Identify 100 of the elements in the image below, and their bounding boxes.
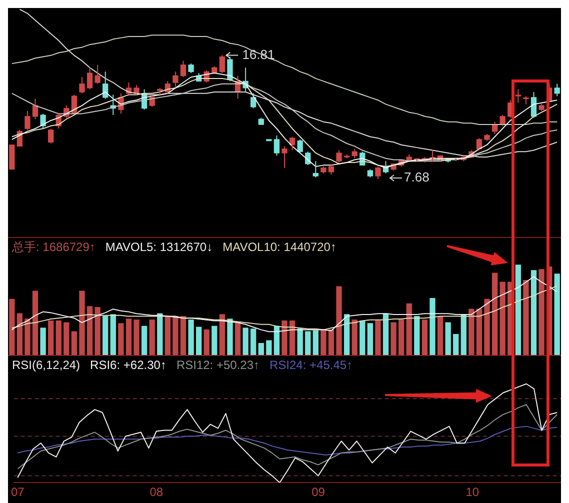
bar	[289, 320, 296, 355]
bar	[274, 326, 280, 355]
bar	[9, 298, 15, 355]
annotation: 7.68	[404, 170, 430, 185]
bar	[110, 314, 116, 355]
bar	[352, 320, 358, 355]
bar	[476, 308, 482, 355]
x-tick-label: 09	[312, 485, 326, 500]
bar	[79, 290, 85, 355]
bar	[227, 318, 233, 355]
bar	[157, 313, 163, 355]
x-tick-label: 07	[10, 485, 25, 500]
bar	[523, 280, 529, 355]
candlestick	[274, 134, 280, 156]
candlestick	[312, 160, 318, 178]
text: RSI24: +45.45↑	[270, 358, 353, 372]
bar	[56, 320, 62, 355]
candlestick	[336, 150, 342, 163]
x-tick-label: 10	[466, 485, 480, 500]
bar	[515, 264, 521, 355]
candlestick	[484, 134, 490, 142]
candlestick	[367, 168, 374, 178]
bar	[328, 329, 334, 355]
candlestick	[328, 163, 334, 176]
bar	[219, 314, 226, 355]
bar	[48, 320, 54, 355]
candlestick	[24, 110, 30, 130]
bar	[71, 331, 78, 355]
bar	[134, 320, 140, 355]
chart-title: RSI(6,12,24)	[12, 358, 80, 372]
candlestick	[476, 138, 482, 151]
bar	[320, 329, 326, 355]
bar	[32, 290, 38, 355]
bar	[468, 308, 474, 355]
bar	[398, 320, 404, 355]
bar	[445, 322, 451, 355]
bar	[282, 320, 288, 355]
bar	[305, 331, 311, 355]
candlestick	[297, 138, 303, 154]
bar	[16, 313, 23, 355]
candlestick	[219, 54, 226, 74]
bar	[24, 318, 30, 355]
x-tick-label: 08	[150, 485, 164, 500]
bar	[460, 314, 466, 355]
bar	[312, 330, 318, 355]
bar	[266, 340, 272, 355]
bar	[336, 286, 342, 355]
text: RSI6: +62.30↑	[90, 358, 166, 372]
candlestick	[554, 83, 560, 97]
candlestick	[172, 71, 178, 88]
text: MAVOL5: 1312670↓	[105, 240, 213, 254]
bar	[102, 316, 108, 355]
candlestick	[375, 166, 381, 180]
bar	[554, 274, 560, 355]
candlestick	[188, 63, 194, 74]
bar	[86, 306, 93, 355]
bar	[64, 322, 70, 355]
bar	[453, 334, 459, 355]
candlestick	[515, 88, 521, 104]
bar	[422, 320, 428, 355]
candlestick	[344, 154, 350, 158]
text: RSI12: +50.23↑	[176, 358, 260, 372]
text: 总手: 1686729↑	[12, 238, 96, 256]
bar	[492, 272, 498, 355]
bar	[382, 313, 389, 355]
bar	[390, 322, 396, 355]
candlestick	[40, 113, 46, 130]
bar	[484, 298, 490, 355]
bar	[538, 269, 544, 355]
bar	[188, 320, 194, 355]
bar	[367, 323, 374, 355]
bar	[149, 320, 155, 355]
candlestick	[86, 67, 93, 90]
candlestick	[320, 166, 326, 174]
bar	[204, 329, 210, 355]
bar	[141, 326, 148, 355]
candlestick	[538, 104, 544, 112]
candlestick	[352, 148, 358, 159]
bar	[212, 326, 218, 355]
bar	[500, 282, 506, 355]
bar	[258, 342, 264, 355]
bar	[344, 314, 350, 355]
bar	[180, 316, 186, 355]
bar	[250, 328, 256, 355]
candlestick	[282, 146, 288, 168]
bar	[164, 316, 170, 355]
bar	[196, 326, 202, 355]
bar	[94, 306, 100, 355]
bar	[172, 316, 178, 355]
candlestick	[180, 60, 186, 78]
candlestick	[79, 76, 85, 94]
bar	[414, 316, 420, 355]
bar	[234, 323, 241, 355]
bar	[40, 328, 46, 355]
bar	[360, 320, 366, 355]
bar	[242, 328, 248, 355]
candlestick	[32, 98, 38, 120]
candlestick	[94, 64, 100, 84]
bar	[126, 318, 132, 355]
bar	[297, 328, 303, 355]
